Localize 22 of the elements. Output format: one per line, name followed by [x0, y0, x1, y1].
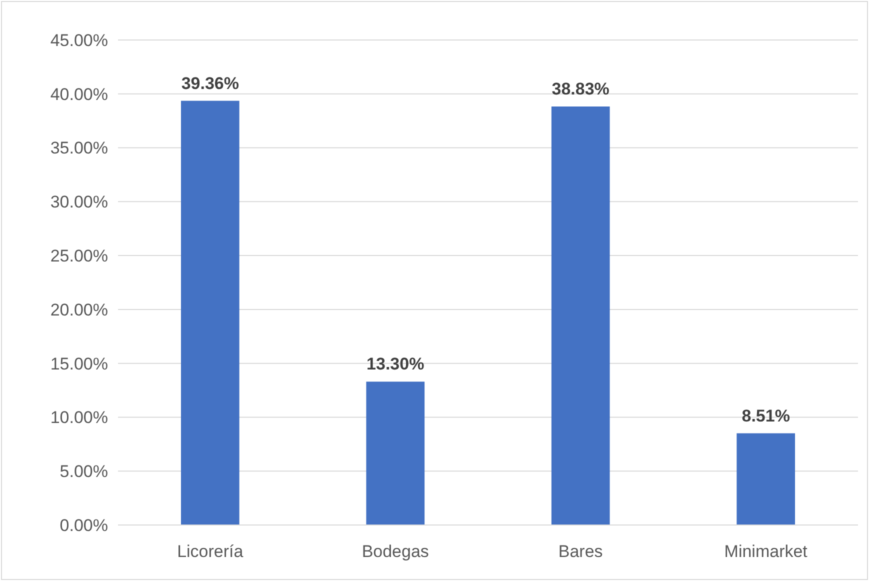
x-tick-label: Licorería [177, 542, 244, 561]
bar [180, 100, 240, 525]
y-tick-label: 40.00% [50, 84, 108, 104]
bar [736, 433, 796, 525]
y-tick-label: 15.00% [50, 354, 108, 374]
data-label: 39.36% [181, 74, 239, 93]
data-label: 38.83% [552, 80, 610, 98]
bar [366, 382, 425, 525]
y-tick-label: 25.00% [50, 246, 108, 266]
x-tick-label: Minimarket [724, 542, 808, 561]
y-tick-label: 5.00% [60, 462, 108, 482]
y-tick-label: 30.00% [50, 192, 108, 212]
x-tick-label: Bares [558, 542, 603, 561]
bar [551, 106, 610, 525]
y-tick-label: 0.00% [60, 516, 108, 535]
y-tick-label: 45.00% [50, 30, 108, 50]
y-tick-label: 35.00% [50, 138, 108, 158]
data-label: 13.30% [366, 354, 424, 374]
y-tick-label: 10.00% [50, 408, 108, 428]
data-label: 8.51% [742, 406, 790, 426]
x-tick-label: Bodegas [362, 542, 429, 561]
y-tick-label: 20.00% [50, 300, 108, 320]
